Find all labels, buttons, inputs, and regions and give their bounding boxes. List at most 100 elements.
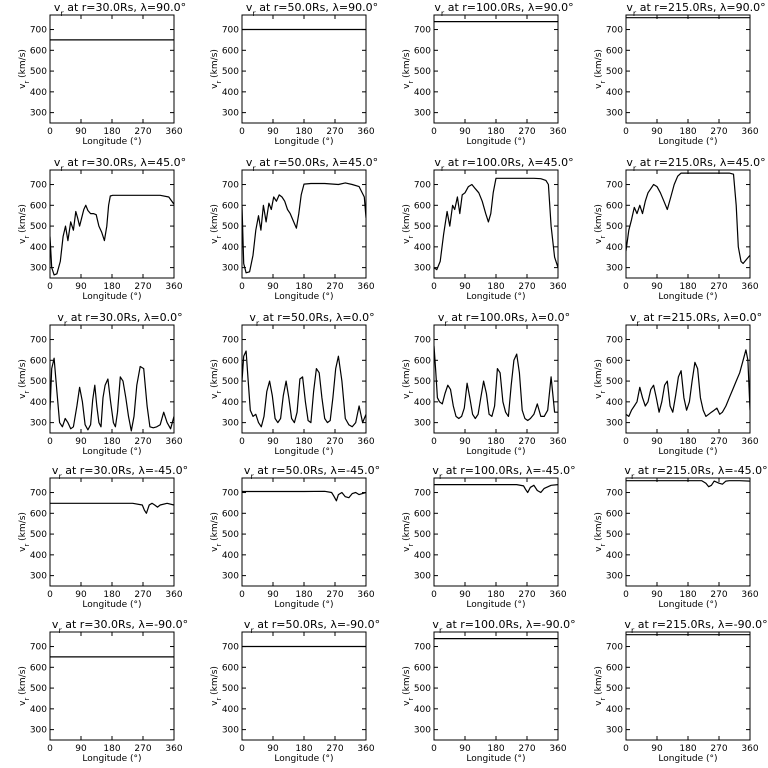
x-tick-label: 90 bbox=[651, 282, 663, 292]
x-tick-label: 0 bbox=[431, 590, 437, 600]
x-tick-label: 90 bbox=[75, 744, 87, 754]
x-tick-label: 360 bbox=[741, 127, 758, 137]
y-axis-label: vr (km/s) bbox=[18, 512, 31, 552]
y-tick-label: 500 bbox=[414, 530, 431, 540]
x-axis-label: Longitude (°) bbox=[274, 600, 333, 610]
y-tick-label: 500 bbox=[606, 67, 623, 77]
y-tick-label: 500 bbox=[222, 684, 239, 694]
y-tick-label: 400 bbox=[414, 551, 431, 561]
x-tick-label: 0 bbox=[623, 437, 629, 447]
panel-title: vr at r=30.0Rs, λ=45.0° bbox=[54, 156, 186, 173]
y-tick-label: 500 bbox=[30, 67, 47, 77]
x-axis-label: Longitude (°) bbox=[82, 292, 141, 302]
y-tick-label: 700 bbox=[222, 26, 239, 36]
y-tick-label: 300 bbox=[606, 572, 623, 582]
x-tick-label: 270 bbox=[326, 127, 343, 137]
panel-title: vr at r=215.0Rs, λ=-90.0° bbox=[624, 618, 767, 635]
x-tick-label: 360 bbox=[549, 744, 566, 754]
x-tick-label: 0 bbox=[239, 744, 245, 754]
panel-title: vr at r=50.0Rs, λ=-90.0° bbox=[244, 618, 380, 635]
y-tick-label: 300 bbox=[414, 419, 431, 429]
y-tick-label: 500 bbox=[222, 377, 239, 387]
y-axis-label: vr (km/s) bbox=[402, 49, 415, 89]
y-tick-label: 300 bbox=[606, 109, 623, 119]
y-tick-label: 700 bbox=[222, 643, 239, 653]
panel-title: vr at r=50.0Rs, λ=-45.0° bbox=[244, 464, 380, 481]
y-tick-label: 600 bbox=[222, 356, 239, 366]
x-tick-label: 90 bbox=[459, 282, 471, 292]
y-tick-label: 400 bbox=[414, 705, 431, 715]
chart-panel: vr at r=100.0Rs, λ=-90.0° 0 90 180 270 360 300… bbox=[402, 618, 576, 764]
vr-series-line bbox=[50, 502, 174, 514]
x-tick-label: 90 bbox=[75, 437, 87, 447]
x-tick-label: 180 bbox=[679, 282, 696, 292]
x-tick-label: 90 bbox=[267, 282, 279, 292]
x-tick-label: 270 bbox=[518, 744, 535, 754]
x-tick-label: 270 bbox=[326, 437, 343, 447]
y-tick-label: 300 bbox=[222, 264, 239, 274]
x-tick-label: 90 bbox=[651, 127, 663, 137]
y-tick-label: 300 bbox=[30, 572, 47, 582]
y-axis-label: vr (km/s) bbox=[18, 204, 31, 244]
x-axis-label: Longitude (°) bbox=[466, 137, 525, 147]
y-axis-label: vr (km/s) bbox=[594, 204, 607, 244]
y-tick-label: 300 bbox=[222, 109, 239, 119]
x-tick-label: 180 bbox=[679, 744, 696, 754]
x-tick-label: 0 bbox=[431, 744, 437, 754]
y-axis-label: vr (km/s) bbox=[210, 49, 223, 89]
y-tick-label: 400 bbox=[414, 398, 431, 408]
y-tick-label: 400 bbox=[30, 398, 47, 408]
chart-panel: vr at r=30.0Rs, λ=-45.0° 0 90 180 270 360 300 4… bbox=[18, 464, 188, 610]
vr-series-line bbox=[626, 172, 750, 265]
plot-frame bbox=[49, 631, 175, 741]
x-axis-label: Longitude (°) bbox=[658, 447, 717, 457]
y-tick-label: 600 bbox=[222, 509, 239, 519]
panel-title: vr at r=30.0Rs, λ=-90.0° bbox=[52, 618, 188, 635]
y-tick-label: 700 bbox=[222, 489, 239, 499]
y-tick-label: 300 bbox=[30, 726, 47, 736]
x-tick-label: 180 bbox=[103, 590, 120, 600]
x-tick-label: 270 bbox=[710, 282, 727, 292]
y-tick-label: 600 bbox=[606, 46, 623, 56]
plot-frame bbox=[433, 324, 559, 434]
y-axis-label: vr (km/s) bbox=[210, 359, 223, 399]
y-tick-label: 300 bbox=[414, 264, 431, 274]
x-tick-label: 0 bbox=[431, 127, 437, 137]
x-tick-label: 0 bbox=[239, 127, 245, 137]
x-tick-label: 0 bbox=[47, 590, 53, 600]
panel-title: vr at r=100.0Rs, λ=45.0° bbox=[434, 156, 573, 173]
plot-frame bbox=[241, 477, 367, 587]
y-tick-label: 600 bbox=[606, 509, 623, 519]
y-tick-label: 600 bbox=[414, 356, 431, 366]
y-axis-label: vr (km/s) bbox=[18, 49, 31, 89]
x-axis-label: Longitude (°) bbox=[658, 754, 717, 764]
y-axis-label: vr (km/s) bbox=[402, 204, 415, 244]
y-tick-label: 300 bbox=[222, 419, 239, 429]
y-tick-label: 400 bbox=[222, 551, 239, 561]
y-tick-label: 400 bbox=[606, 705, 623, 715]
plot-frame bbox=[433, 631, 559, 741]
y-tick-label: 400 bbox=[222, 88, 239, 98]
x-tick-label: 270 bbox=[326, 744, 343, 754]
x-tick-label: 0 bbox=[47, 744, 53, 754]
y-tick-label: 700 bbox=[414, 26, 431, 36]
chart-panel: vr at r=30.0Rs, λ=-90.0° 0 90 180 270 360 300 4… bbox=[18, 618, 188, 764]
y-tick-label: 500 bbox=[414, 377, 431, 387]
y-axis-label: vr (km/s) bbox=[18, 666, 31, 706]
x-axis-label: Longitude (°) bbox=[658, 292, 717, 302]
x-tick-label: 0 bbox=[239, 590, 245, 600]
x-tick-label: 180 bbox=[295, 127, 312, 137]
y-tick-label: 300 bbox=[414, 572, 431, 582]
chart-panel: vr at r=30.0Rs, λ=45.0° 0 90 180 270 360 300 40… bbox=[18, 156, 186, 302]
y-tick-label: 500 bbox=[30, 684, 47, 694]
y-axis-label: vr (km/s) bbox=[210, 666, 223, 706]
x-tick-label: 90 bbox=[459, 590, 471, 600]
vr-series-line bbox=[626, 349, 750, 417]
x-tick-label: 90 bbox=[459, 744, 471, 754]
y-tick-label: 300 bbox=[606, 419, 623, 429]
y-axis-label: vr (km/s) bbox=[594, 359, 607, 399]
y-tick-label: 600 bbox=[606, 201, 623, 211]
y-axis-label: vr (km/s) bbox=[18, 359, 31, 399]
y-tick-label: 400 bbox=[606, 243, 623, 253]
vr-series-line bbox=[434, 345, 558, 422]
